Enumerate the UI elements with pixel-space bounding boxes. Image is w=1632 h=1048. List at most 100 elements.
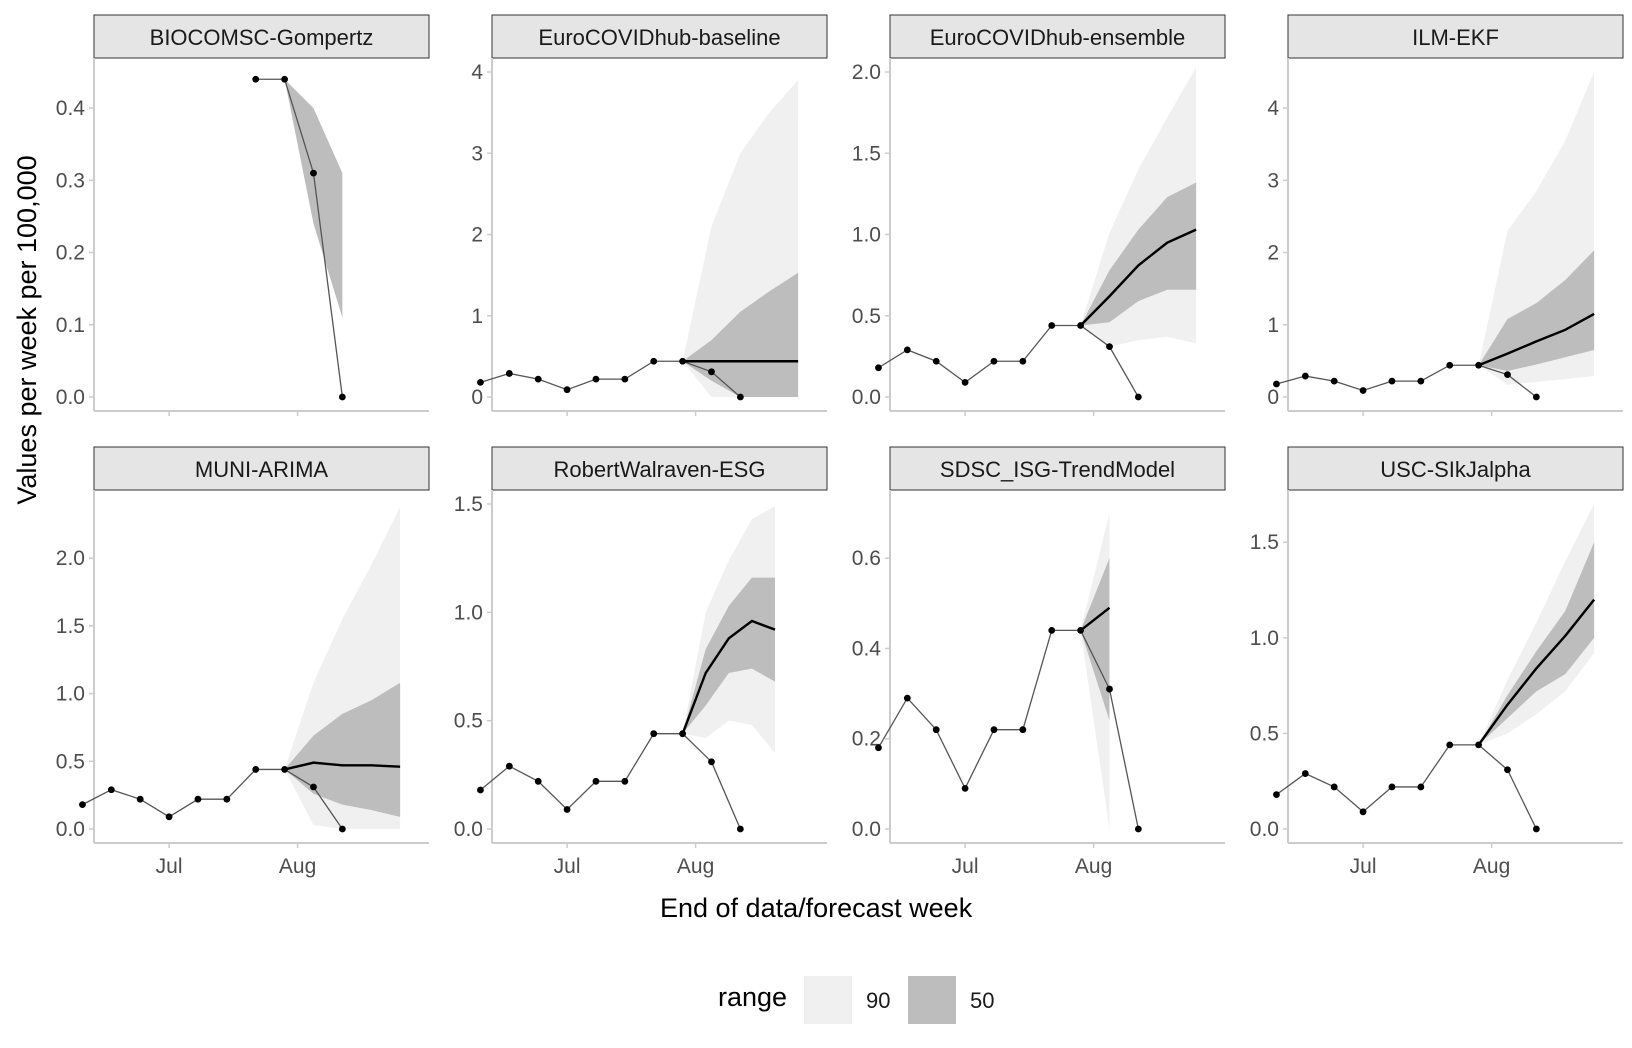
y-tick-label: 1.5 — [1250, 531, 1279, 554]
facet-title: USC-SIkJalpha — [1380, 457, 1531, 482]
band-50 — [1080, 558, 1110, 721]
observed-point — [1475, 741, 1483, 749]
observed-point — [1273, 380, 1280, 388]
observed-point — [708, 368, 715, 376]
observed-point — [875, 364, 882, 372]
observed-point — [1077, 322, 1085, 329]
y-tick-label: 2 — [1267, 242, 1279, 265]
observed-point — [136, 795, 144, 803]
observed-point — [1019, 357, 1027, 365]
y-tick-label: 1 — [471, 305, 483, 328]
observed-point — [252, 766, 260, 773]
x-tick-label: Jul — [1350, 855, 1377, 878]
panel-3: EuroCOVIDhub-ensemble 0.0 0.5 1.0 1.5 2.0 — [852, 14, 1226, 416]
observed-point — [736, 825, 744, 833]
y-tick-label: 0.5 — [852, 305, 881, 328]
observed-point — [563, 806, 571, 813]
y-tick-label: 0.5 — [454, 710, 483, 733]
observed-point — [1330, 377, 1338, 385]
observed-point — [505, 370, 513, 377]
observed-point — [679, 357, 687, 365]
observed-point — [990, 357, 998, 365]
observed-point — [1359, 387, 1367, 394]
y-tick-label: 1.0 — [1250, 627, 1279, 650]
y-tick-label: 2.0 — [56, 547, 85, 570]
observed-point — [338, 825, 346, 833]
observed-point — [621, 375, 629, 383]
observed-point — [1532, 825, 1540, 833]
observed-point — [338, 393, 346, 401]
facet-strip — [889, 446, 1226, 491]
facet-strip — [889, 14, 1226, 59]
y-tick-label: 1.5 — [852, 142, 881, 165]
facet-title: RobertWalraven-ESG — [554, 457, 766, 482]
observed-point — [107, 786, 115, 794]
y-tick-label: 0.6 — [852, 547, 881, 570]
observed-point — [79, 801, 86, 809]
panel-5: MUNI-ARIMA 0.0 0.5 1.0 1.5 2.0 Jul Aug — [56, 446, 430, 878]
y-tick-label: 0.5 — [1250, 722, 1279, 745]
observed-point — [1359, 808, 1367, 816]
x-tick-label: Aug — [677, 855, 714, 878]
observed-point — [1475, 361, 1483, 369]
y-tick-label: 1 — [1267, 314, 1279, 337]
y-tick-label: 1.0 — [852, 224, 881, 247]
facet-strip — [93, 446, 430, 491]
facet-title: EuroCOVIDhub-baseline — [538, 25, 780, 50]
x-tick-label: Jul — [156, 855, 183, 878]
observed-point — [961, 378, 969, 386]
observed-point — [961, 784, 969, 792]
observed-point — [310, 169, 317, 177]
facet-strip — [1287, 446, 1624, 491]
facet-strip — [491, 14, 828, 59]
legend-label-50: 50 — [970, 988, 995, 1013]
observed-point — [563, 386, 571, 394]
y-tick-label: 1.5 — [56, 615, 85, 638]
y-axis-title-container: Values per week per 100,000 — [12, 20, 44, 640]
legend-key-90 — [804, 976, 852, 1024]
panel-7: SDSC_ISG-TrendModel 0.0 0.2 0.4 0.6 Jul Aug — [852, 446, 1226, 878]
observed-point — [932, 726, 940, 734]
band-50 — [682, 272, 799, 397]
y-tick-label: 0.2 — [56, 242, 85, 265]
observed-point — [736, 393, 744, 401]
observed-point — [1048, 626, 1056, 634]
observed-point — [534, 777, 542, 785]
y-tick-label: 0.1 — [56, 314, 85, 337]
band-50 — [284, 79, 343, 318]
observed-point — [1504, 766, 1511, 774]
facet-title: ILM-EKF — [1412, 25, 1499, 50]
panel-1: BIOCOMSC-Gompertz 0.0 0.1 0.2 0.3 0.4 — [56, 14, 430, 416]
y-tick-label: 0.0 — [56, 818, 85, 841]
observed-point — [1077, 626, 1085, 634]
facet-title: BIOCOMSC-Gompertz — [150, 25, 374, 50]
panel-6: RobertWalraven-ESG 0.0 0.5 1.0 1.5 Jul Aug — [454, 446, 828, 878]
observed-point — [1417, 377, 1425, 385]
observed-line — [480, 733, 741, 830]
y-tick-label: 0.3 — [56, 169, 85, 192]
observed-point — [592, 777, 600, 785]
observed-line — [82, 768, 343, 830]
y-tick-label: 1.0 — [454, 601, 483, 624]
observed-point — [903, 694, 911, 702]
facet-title: SDSC_ISG-TrendModel — [940, 457, 1175, 482]
observed-point — [903, 346, 911, 354]
median-forecast-line — [1478, 312, 1595, 367]
observed-line — [878, 324, 1139, 398]
observed-point — [1388, 377, 1396, 385]
y-tick-label: 0 — [1267, 386, 1279, 409]
y-tick-label: 1.0 — [56, 683, 85, 706]
observed-point — [1273, 791, 1280, 798]
y-tick-label: 0.4 — [852, 637, 882, 660]
y-tick-label: 0.0 — [56, 386, 85, 409]
median-forecast-line — [681, 619, 776, 735]
y-tick-label: 0.2 — [852, 728, 881, 751]
x-tick-label: Aug — [279, 855, 316, 878]
y-tick-label: 0.0 — [454, 818, 483, 841]
observed-point — [875, 744, 882, 752]
observed-line — [877, 629, 1139, 830]
observed-point — [621, 777, 629, 785]
observed-point — [194, 795, 202, 803]
y-tick-label: 0.0 — [1250, 818, 1279, 841]
